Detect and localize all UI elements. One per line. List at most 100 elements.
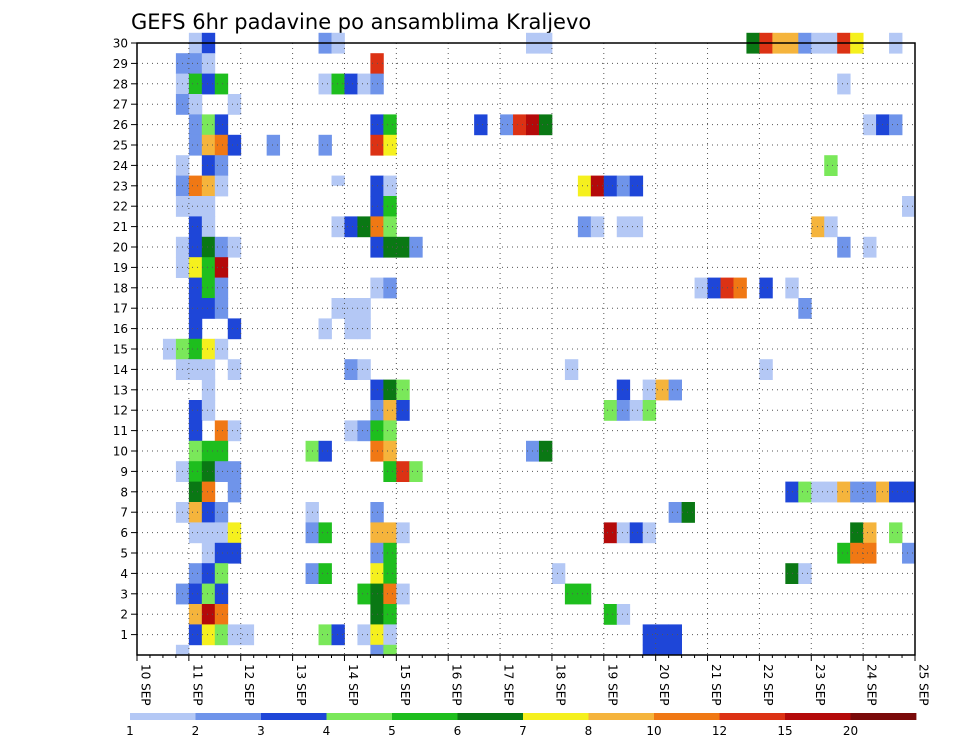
heatmap-cell	[318, 440, 332, 462]
heatmap-cell	[383, 277, 397, 299]
heatmap-cell	[227, 236, 242, 258]
heatmap-cell	[331, 624, 345, 646]
heatmap-cell	[603, 522, 618, 544]
colorbar-swatch	[654, 713, 720, 720]
heatmap-cell	[616, 175, 631, 197]
colorbar-swatch	[130, 713, 196, 720]
heatmap-cell	[383, 583, 397, 605]
heatmap-cell	[357, 583, 371, 605]
y-tick-label: 24	[113, 159, 128, 173]
heatmap-cell	[201, 481, 216, 503]
colorbar-label: 3	[257, 724, 265, 738]
heatmap-cell	[201, 563, 216, 584]
heatmap-cell	[396, 522, 410, 544]
heatmap-cell	[188, 196, 203, 217]
heatmap-cell	[603, 175, 618, 197]
heatmap-cell	[383, 604, 397, 625]
heatmap-cell	[616, 379, 631, 401]
colorbar-swatch	[719, 713, 786, 720]
heatmap-cell	[188, 53, 203, 74]
heatmap-cells	[162, 32, 916, 655]
y-tick-label: 4	[120, 567, 128, 581]
heatmap-cell	[188, 583, 203, 605]
heatmap-cell	[214, 583, 229, 605]
heatmap-cell	[214, 134, 229, 156]
heatmap-cell	[642, 624, 657, 646]
heatmap-cell	[227, 624, 242, 646]
heatmap-cell	[331, 175, 345, 186]
heatmap-cell	[629, 216, 644, 238]
heatmap-cell	[344, 298, 358, 319]
y-tick-label: 1	[120, 628, 128, 642]
colorbar-label: 6	[454, 724, 462, 738]
y-tick-label: 3	[120, 587, 128, 601]
heatmap-cell	[383, 563, 397, 584]
heatmap-cell	[383, 542, 397, 564]
heatmap-cell	[188, 94, 203, 115]
heatmap-cell	[383, 216, 397, 238]
colorbar-label: 2	[192, 724, 200, 738]
x-tick-label: 15 SEP	[398, 664, 412, 706]
colorbar-swatch	[850, 713, 917, 720]
heatmap-cell	[201, 583, 216, 605]
grid	[137, 43, 915, 655]
heatmap-cell	[357, 359, 371, 380]
heatmap-cell	[824, 481, 838, 503]
heatmap-cell	[707, 277, 721, 299]
heatmap-cell	[383, 175, 397, 197]
heatmap-cell	[201, 298, 216, 319]
heatmap-cell	[344, 420, 358, 442]
heatmap-cell	[902, 196, 916, 217]
y-tick-label: 29	[113, 57, 128, 71]
heatmap-cell	[331, 73, 345, 95]
colorbar-label: 20	[843, 724, 858, 738]
heatmap-cell	[188, 277, 203, 299]
y-tick-label: 2	[120, 608, 128, 622]
heatmap-cell	[642, 522, 657, 544]
heatmap-cell	[344, 73, 358, 95]
heatmap-cell	[383, 644, 397, 655]
heatmap-cell	[577, 175, 592, 197]
x-tick-label: 10 SEP	[139, 664, 153, 706]
heatmap-cell	[214, 73, 229, 95]
heatmap-cell	[214, 420, 229, 442]
heatmap-cell	[668, 502, 682, 523]
colorbar-label: 15	[777, 724, 792, 738]
heatmap-cell	[201, 522, 216, 544]
heatmap-cell	[850, 522, 864, 544]
heatmap-cell	[863, 236, 877, 258]
heatmap-cell	[668, 624, 682, 646]
chart-title: GEFS 6hr padavine po ansamblima Kraljevo	[131, 10, 591, 34]
heatmap-cell	[850, 542, 864, 564]
heatmap-cell	[383, 440, 397, 462]
y-tick-label: 6	[120, 526, 128, 540]
heatmap-cell	[616, 522, 631, 544]
heatmap-cell	[863, 481, 877, 503]
x-tick-label: 23 SEP	[813, 664, 827, 706]
heatmap-cell	[214, 502, 229, 523]
heatmap-cell	[551, 563, 566, 584]
colorbar-swatch	[523, 713, 589, 720]
heatmap-cell	[214, 522, 229, 544]
heatmap-cell	[201, 257, 216, 278]
heatmap-cell	[383, 114, 397, 136]
heatmap-cell	[642, 644, 657, 655]
heatmap-cell	[214, 298, 229, 319]
x-tick-label: 17 SEP	[502, 664, 516, 706]
heatmap-cell	[201, 604, 216, 625]
heatmap-cell	[201, 502, 216, 523]
heatmap-cell	[227, 420, 242, 442]
heatmap-cell	[603, 400, 618, 421]
y-tick-label: 11	[113, 424, 128, 438]
heatmap-cell	[396, 379, 410, 401]
heatmap-cell	[318, 318, 332, 340]
colorbar-label: 4	[323, 724, 331, 738]
heatmap-cell	[759, 277, 773, 299]
x-tick-label: 22 SEP	[761, 664, 775, 706]
heatmap-cell	[318, 624, 332, 646]
heatmap-cell	[201, 53, 216, 74]
heatmap-cell	[383, 461, 397, 482]
heatmap-cell	[214, 338, 229, 360]
heatmap-cell	[266, 134, 281, 156]
